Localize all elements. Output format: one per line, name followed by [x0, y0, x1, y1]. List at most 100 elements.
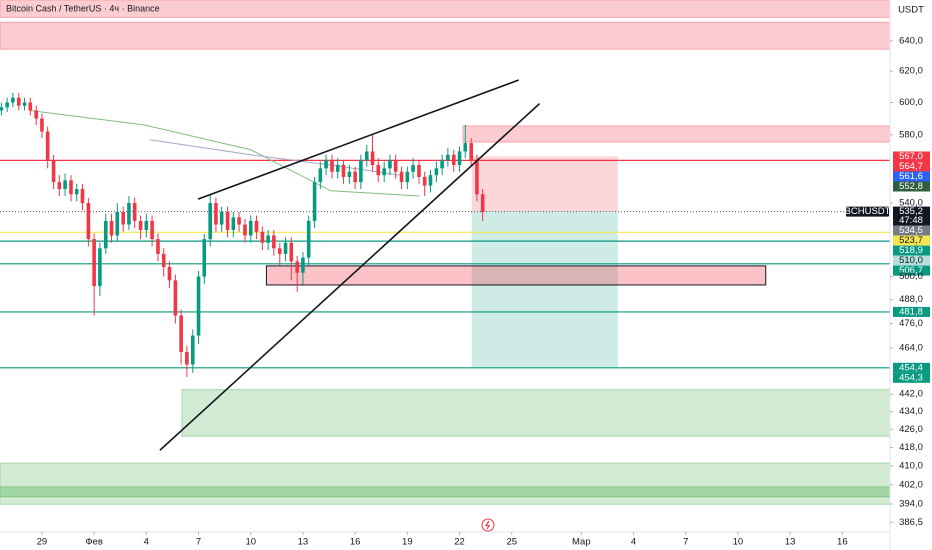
price-tag-label: 534,5 [899, 225, 923, 236]
candle-body [167, 267, 172, 281]
y-tick-label: 500,0 [899, 271, 923, 282]
candle-body [243, 224, 247, 236]
candle-body [80, 189, 85, 204]
trendline [159, 103, 541, 451]
candle-body [16, 97, 21, 106]
candle-body [34, 110, 38, 119]
candle-body [422, 176, 427, 186]
candle-body [475, 159, 479, 195]
candle-body [353, 171, 357, 183]
y-tick-label: 410,0 [899, 460, 923, 471]
price-tag-label: 506,7 [899, 265, 923, 276]
candle-body [74, 189, 79, 195]
zone [265, 265, 767, 286]
y-tick-label: 426,0 [899, 424, 923, 435]
y-tick-label: 394,0 [899, 498, 923, 509]
price-tag [893, 255, 930, 266]
candle-body [266, 235, 270, 243]
x-tick-label: 19 [402, 537, 413, 548]
zone [471, 156, 618, 212]
price-tag [893, 235, 930, 246]
candle-body [289, 242, 294, 262]
y-tick-label: 540,0 [899, 198, 923, 209]
price-tag-label: 518,9 [899, 245, 923, 256]
candle-body [121, 211, 125, 225]
candle-body [382, 168, 386, 176]
candle-body [283, 242, 288, 254]
candle-body [57, 182, 62, 190]
candle-body [214, 203, 218, 225]
candle-body [237, 217, 241, 225]
y-tick-label: 600,0 [899, 97, 923, 108]
candle-body [324, 159, 328, 169]
price-tag [893, 171, 930, 182]
y-tick-label: 442,0 [899, 389, 923, 400]
candle-body [156, 239, 160, 254]
x-tick-label: 10 [245, 537, 256, 548]
price-tag [893, 181, 930, 192]
candle-body [341, 164, 346, 177]
candle-body [318, 168, 323, 183]
candle-body [190, 335, 195, 365]
candle-body [301, 257, 305, 273]
candle-body [40, 118, 44, 132]
zone [0, 486, 891, 498]
moving-average [149, 139, 401, 176]
candle-body [248, 220, 253, 236]
x-tick-label: 10 [733, 537, 744, 548]
candle-body [173, 280, 178, 316]
candle-body [28, 102, 33, 111]
moving-average [29, 109, 420, 197]
zone [0, 462, 891, 505]
candle-body [202, 239, 207, 277]
price-tag-label: 523,7 [899, 235, 923, 246]
price-tag-label: 454,3 [899, 372, 923, 383]
x-tick-label: 16 [837, 537, 848, 548]
candle-body [254, 220, 259, 232]
candle-body [451, 154, 456, 165]
price-tag [893, 372, 930, 383]
candle-body [440, 159, 444, 169]
price-tag [893, 206, 930, 226]
price-tag [893, 265, 930, 276]
candle-body [388, 159, 392, 169]
candle-body [411, 164, 415, 172]
candle-body [144, 220, 149, 230]
candle-body [480, 194, 485, 212]
candle-body [196, 276, 201, 336]
candle-body [219, 211, 224, 225]
event-icon[interactable] [481, 518, 495, 532]
price-tag-label: 481,8 [899, 306, 923, 317]
candle-body [463, 143, 468, 152]
y-tick-label: 434,0 [899, 406, 923, 417]
candle-body [434, 168, 439, 176]
price-tag [893, 245, 930, 256]
candle-body [98, 248, 102, 287]
candle-body [11, 97, 15, 103]
price-tag-label: 567,0 [899, 151, 923, 162]
price-tag-label: 552,8 [899, 181, 923, 192]
x-tick-label: Мар [572, 537, 591, 548]
y-tick-label: 488,0 [899, 294, 923, 305]
x-tick-label: 13 [298, 537, 309, 548]
candle-body [86, 203, 91, 240]
y-tick-label: 386,5 [899, 517, 923, 528]
price-tag-label: 535,2 [899, 206, 923, 217]
candle-body [231, 217, 236, 230]
price-tag [893, 306, 930, 317]
zone [471, 211, 618, 368]
x-tick-label: Фев [85, 537, 103, 548]
candle-body [109, 220, 114, 236]
candle-body [150, 220, 154, 240]
currency: USDT [898, 5, 924, 16]
zone [462, 125, 891, 143]
candle-body [138, 220, 143, 230]
candle-body [179, 315, 183, 352]
y-tick-label: 580,0 [899, 129, 923, 140]
x-tick-label: 13 [785, 537, 796, 548]
candle-body [45, 131, 50, 160]
price-tag-label: 561,6 [899, 171, 923, 182]
candle-body [5, 102, 9, 108]
